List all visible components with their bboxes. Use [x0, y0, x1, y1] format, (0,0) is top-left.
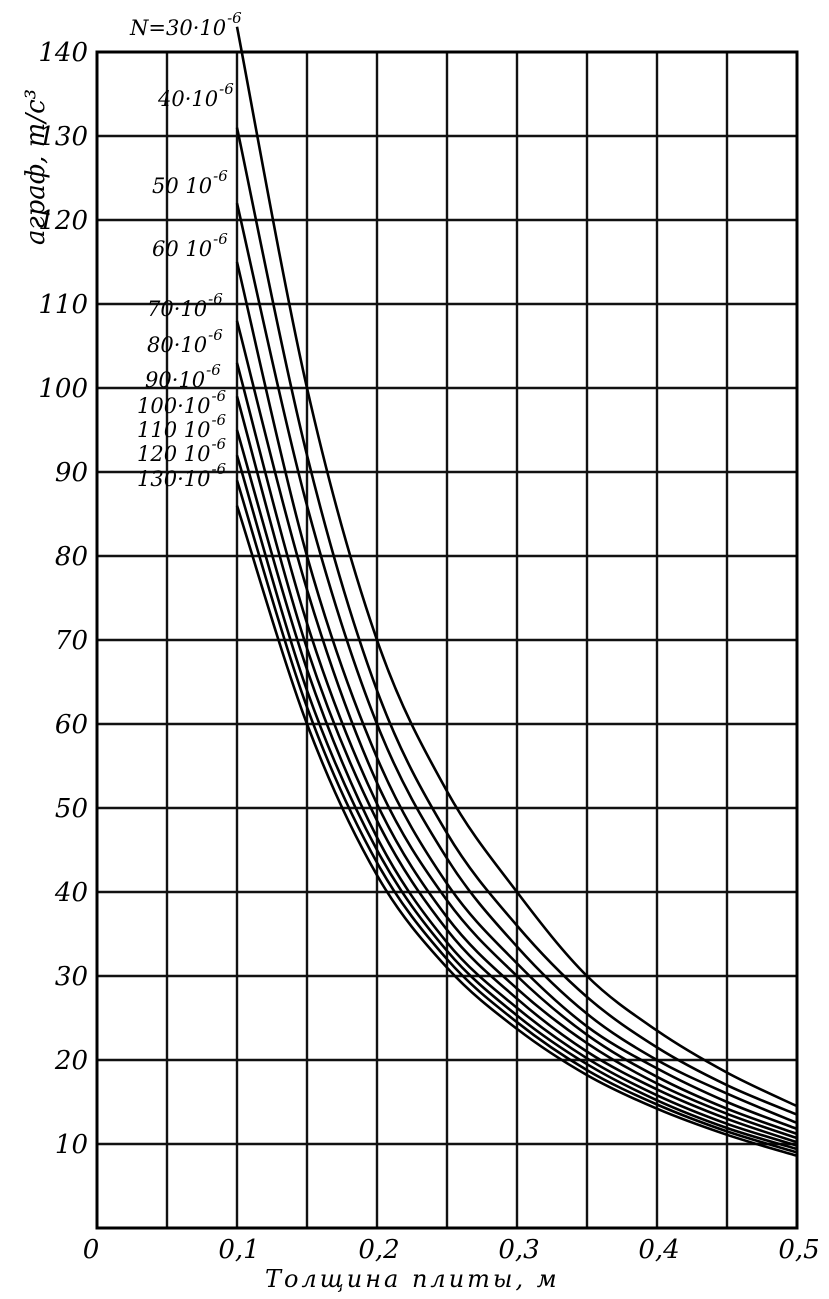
series-label-exponent: -6: [211, 387, 226, 405]
series-label-layer: N=30·10 -640·10 -650 10 -660 10 -670·10 -680·…: [129, 9, 242, 491]
y-tick-label: 80: [55, 542, 88, 572]
curve-layer: [235, 26, 798, 1158]
y-tick-label: 90: [55, 458, 88, 488]
series-line: [235, 480, 798, 1154]
series-label-exponent: -6: [227, 9, 242, 27]
x-tick-label: 0,2: [358, 1235, 399, 1265]
y-tick-label: 40: [54, 878, 88, 908]
series-label: 110 10: [137, 418, 210, 442]
series-label-exponent: -6: [211, 460, 226, 478]
y-tick-label: 50: [55, 794, 88, 824]
series-line: [235, 429, 798, 1147]
series-line: [235, 202, 798, 1125]
y-tick-label: 110: [38, 290, 88, 320]
y-tick-label: 30: [55, 962, 88, 992]
series-label: 90·10: [145, 368, 205, 392]
series-line: [235, 454, 798, 1151]
series-line: [235, 396, 798, 1144]
series-label-exponent: -6: [213, 230, 228, 248]
y-tick-label: 70: [55, 626, 88, 656]
y-tick-label: 130: [38, 122, 88, 152]
series-label-exponent: -6: [213, 167, 228, 185]
series-line: [235, 127, 798, 1116]
series-line: [235, 505, 798, 1158]
series-line: [235, 362, 798, 1140]
series-label: 50 10: [152, 174, 212, 198]
y-tick-label: 20: [54, 1046, 88, 1076]
y-tick-label: 10: [55, 1130, 88, 1160]
series-line: [235, 261, 798, 1131]
axis-layer: [95, 50, 799, 1230]
series-line: [235, 320, 798, 1136]
x-axis-label: Толщина плиты, м: [265, 1265, 560, 1293]
y-axis-label: aграф, т/с³: [21, 89, 51, 245]
tick-layer: 0 0,1 0,2 0,3 0,4 0,5 10 20 30 40 50 60 70 80 90 100 110…: [38, 38, 819, 1265]
x-tick-label: 0,5: [778, 1235, 819, 1265]
series-label: 60 10: [152, 237, 212, 261]
series-label: 100·10: [137, 394, 210, 418]
grid-layer: [97, 52, 797, 1228]
series-label-exponent: -6: [219, 80, 234, 98]
series-label: N=30·10: [129, 16, 226, 40]
series-label-exponent: -6: [208, 290, 223, 308]
series-line: [235, 26, 798, 1108]
x-tick-label: 0,3: [498, 1235, 539, 1265]
y-tick-label: 140: [38, 38, 88, 68]
y-tick-label: 120: [38, 206, 88, 236]
series-label-exponent: -6: [211, 411, 226, 429]
y-tick-label: 100: [38, 374, 88, 404]
series-label-exponent: -6: [208, 326, 223, 344]
series-label: 40·10: [157, 87, 218, 111]
series-label-exponent: -6: [206, 361, 221, 379]
x-tick-label: 0,1: [218, 1235, 259, 1265]
x-tick-label: 0,4: [638, 1235, 679, 1265]
series-label-exponent: -6: [211, 435, 226, 453]
plot-frame: [95, 50, 799, 1230]
series-label: 80·10: [147, 333, 207, 357]
series-label: 120 10: [137, 442, 210, 466]
series-label: 70·10: [147, 297, 207, 321]
x-tick-label: 0: [83, 1235, 100, 1265]
series-label: 130·10: [137, 467, 210, 491]
y-tick-label: 60: [55, 710, 88, 740]
